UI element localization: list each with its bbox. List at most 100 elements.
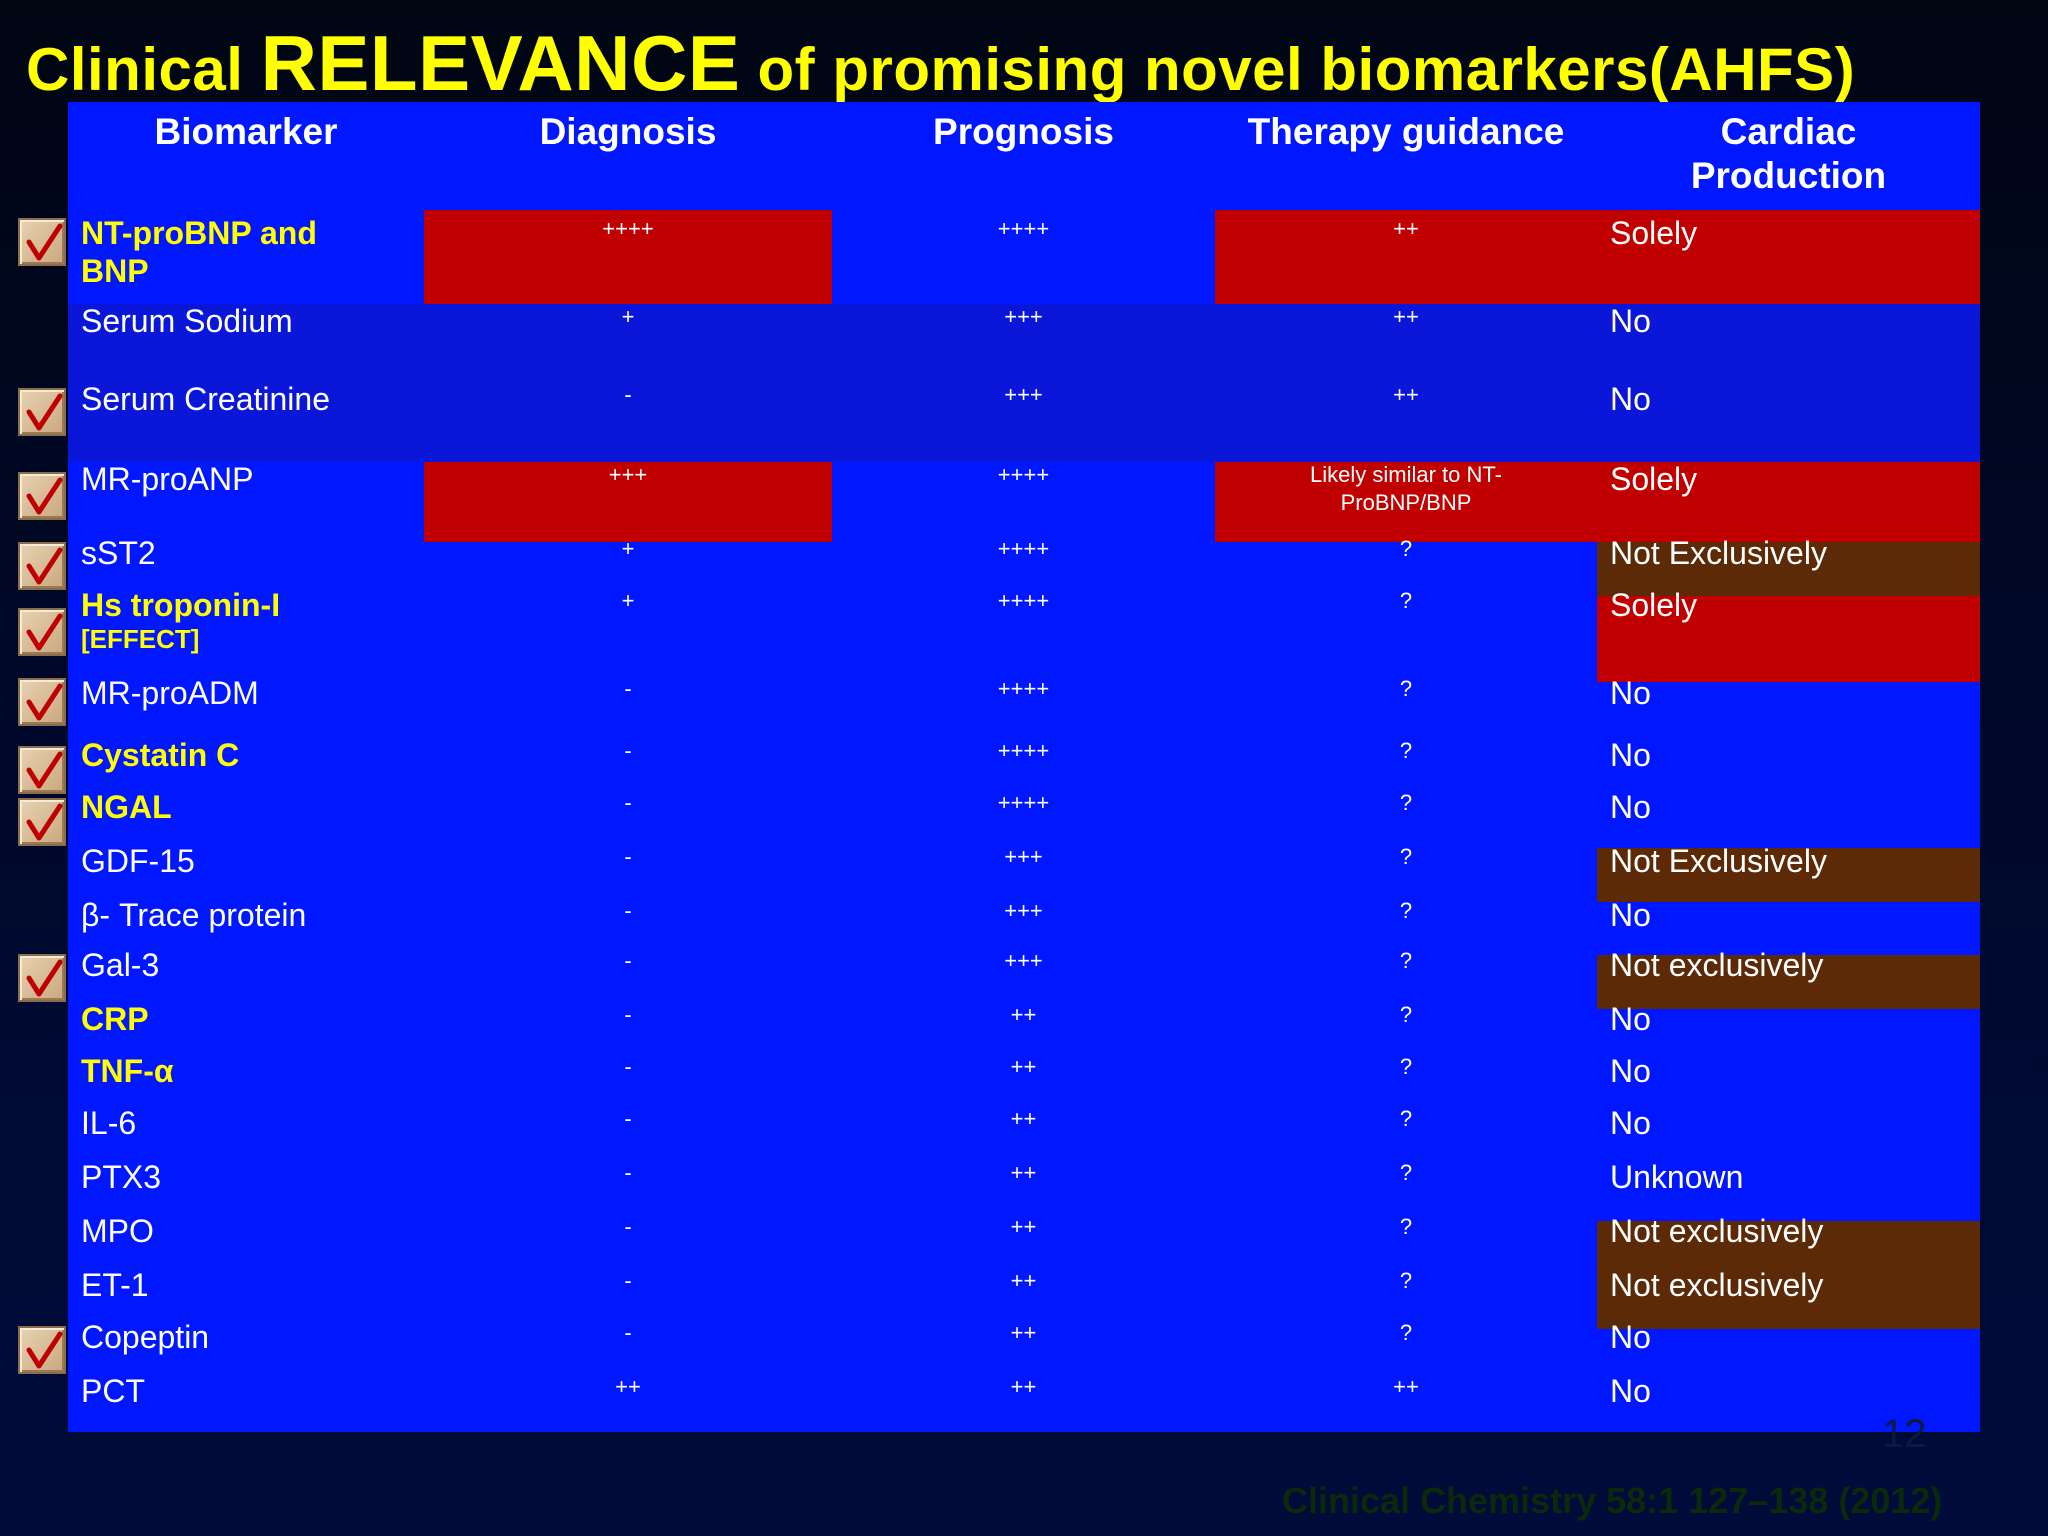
biomarker-name: sST2 <box>81 534 156 572</box>
biomarker-name-text: ET-1 <box>81 1267 149 1303</box>
cell-highlight <box>1215 210 1980 304</box>
biomarker-name: CRP <box>81 1000 149 1038</box>
biomarker-name: NT-proBNP and BNP <box>81 214 317 290</box>
checkbox-check-icon <box>18 954 66 1002</box>
page-number: 12 <box>1882 1412 1927 1456</box>
biomarker-name: TNF-α <box>81 1052 174 1090</box>
cell-highlight <box>1597 848 1980 902</box>
therapy-cell: ? <box>1399 844 1413 869</box>
biomarker-name: Hs troponin-I [EFFECT] <box>81 586 280 654</box>
biomarker-name: GDF-15 <box>81 842 195 880</box>
diagnosis-cell: - <box>624 1214 632 1239</box>
checkbox-check-icon <box>18 746 66 794</box>
prognosis-cell: +++ <box>1004 304 1043 329</box>
prognosis-cell: ++ <box>1010 1106 1037 1131</box>
checkbox-check-icon <box>18 472 66 520</box>
header-diagnosis: Diagnosis <box>539 111 717 152</box>
checkbox-check-icon <box>18 798 66 846</box>
biomarker-name: β- Trace protein <box>81 896 306 934</box>
diagnosis-cell: ++ <box>615 1374 641 1399</box>
therapy-cell: ? <box>1399 738 1413 763</box>
cardiac-production-cell: No <box>1610 1105 1651 1141</box>
therapy-cell: ++ <box>1393 1374 1419 1399</box>
biomarker-name-text: β- Trace protein <box>81 897 307 933</box>
title-highlight: RELEVANCE <box>260 19 741 107</box>
cardiac-production-cell: No <box>1610 303 1651 339</box>
citation: Clinical Chemistry 58:1 127–138 (2012) <box>1282 1480 1943 1521</box>
biomarker-name-text: GDF-15 <box>81 843 195 879</box>
cardiac-production-cell: No <box>1610 675 1651 711</box>
biomarker-table: Biomarker Diagnosis Prognosis Therapy gu… <box>68 102 1980 1432</box>
header-cardiac-line2: Production <box>1690 155 1887 196</box>
biomarker-name-text: Hs troponin-I <box>81 587 281 623</box>
header-prognosis: Prognosis <box>933 111 1114 152</box>
biomarker-name-text: IL-6 <box>81 1105 137 1141</box>
diagnosis-cell: - <box>624 738 632 763</box>
cardiac-production-cell: Not exclusively <box>1610 1213 1824 1249</box>
prognosis-cell: ++++ <box>997 216 1050 241</box>
cardiac-production-cell: No <box>1610 1053 1651 1089</box>
prognosis-cell: ++ <box>1010 1160 1037 1185</box>
biomarker-name-text: Serum Sodium <box>81 303 293 339</box>
prognosis-cell: ++++ <box>997 588 1050 613</box>
biomarker-name-text: NGAL <box>81 789 172 825</box>
cardiac-production-cell: No <box>1610 737 1651 773</box>
therapy-cell: ? <box>1399 536 1413 561</box>
therapy-cell: ++ <box>1393 304 1419 329</box>
biomarker-name: ET-1 <box>81 1266 149 1304</box>
prognosis-cell: ++ <box>1010 1002 1037 1027</box>
checkbox-check-icon <box>18 388 66 436</box>
cardiac-production-cell: No <box>1610 789 1651 825</box>
diagnosis-cell: - <box>624 382 632 407</box>
title-pre: Clinical <box>26 36 261 103</box>
biomarker-name: Serum Sodium <box>81 302 293 340</box>
slide-title: Clinical RELEVANCE of promising novel bi… <box>26 18 1855 109</box>
cell-highlight <box>1597 1221 1980 1329</box>
cardiac-production-cell: Solely <box>1610 215 1698 251</box>
biomarker-name-text: CRP <box>81 1001 149 1037</box>
therapy-cell: Likely similar to NT- <box>1310 462 1502 487</box>
biomarker-name-line2: BNP <box>81 253 149 289</box>
prognosis-cell: +++ <box>1004 382 1043 407</box>
biomarker-name: NGAL <box>81 788 172 826</box>
cell-highlight <box>424 210 832 304</box>
diagnosis-cell: - <box>624 1002 632 1027</box>
biomarker-name: MPO <box>81 1212 154 1250</box>
diagnosis-cell: - <box>624 1054 632 1079</box>
cardiac-production-cell: No <box>1610 1319 1651 1355</box>
prognosis-cell: ++ <box>1010 1214 1037 1239</box>
biomarker-name-text: PCT <box>81 1373 145 1409</box>
cell-highlight <box>1597 542 1980 596</box>
biomarker-name-text: Cystatin C <box>81 737 240 773</box>
diagnosis-cell: - <box>624 844 632 869</box>
prognosis-cell: ++++ <box>997 536 1050 561</box>
checkbox-check-icon <box>18 1326 66 1374</box>
biomarker-name: PCT <box>81 1372 145 1410</box>
prognosis-cell: ++++ <box>997 462 1050 487</box>
therapy-cell: ? <box>1399 1268 1413 1293</box>
cell-highlight <box>1597 596 1980 682</box>
biomarker-name: Serum Creatinine <box>81 380 330 418</box>
biomarker-name: Gal-3 <box>81 946 159 984</box>
prognosis-cell: ++ <box>1010 1374 1037 1399</box>
biomarker-name-text: sST2 <box>81 535 156 571</box>
biomarker-name-text: MR-proADM <box>81 675 259 711</box>
therapy-cell: ++ <box>1393 382 1419 407</box>
biomarker-name-text: PTX3 <box>81 1159 162 1195</box>
therapy-cell: ++ <box>1393 216 1419 241</box>
cardiac-production-cell: Unknown <box>1610 1159 1744 1195</box>
biomarker-name-line2: [EFFECT] <box>81 624 200 654</box>
therapy-cell: ? <box>1399 1160 1413 1185</box>
prognosis-cell: +++ <box>1004 948 1043 973</box>
diagnosis-cell: - <box>624 1160 632 1185</box>
prognosis-cell: ++ <box>1010 1268 1037 1293</box>
therapy-cell: ? <box>1399 1054 1413 1079</box>
diagnosis-cell: - <box>624 1268 632 1293</box>
diagnosis-cell: - <box>624 676 632 701</box>
diagnosis-cell: + <box>621 304 635 329</box>
therapy-cell-line2: ProBNP/BNP <box>1340 490 1472 515</box>
diagnosis-cell: - <box>624 948 632 973</box>
header-cardiac: Cardiac Production <box>1597 110 1980 198</box>
header-therapy: Therapy guidance <box>1247 111 1565 152</box>
prognosis-cell: +++ <box>1004 898 1043 923</box>
